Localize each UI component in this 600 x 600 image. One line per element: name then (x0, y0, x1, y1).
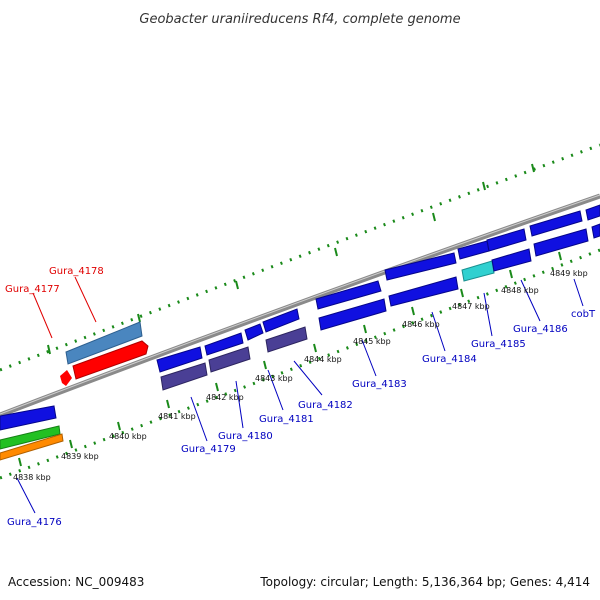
gene-gura-4177[interactable] (60, 370, 72, 386)
gene-lower-edge[interactable] (591, 223, 600, 239)
tick-label-4841: 4841 kbp (158, 412, 196, 421)
gene-upper-6[interactable] (384, 252, 457, 281)
outer-tick-track (0, 143, 600, 372)
gene-gura-4180[interactable] (208, 346, 251, 373)
tick-label-4847: 4847 kbp (452, 302, 490, 311)
genome-backbone (0, 193, 600, 418)
tick-label-4844: 4844 kbp (304, 355, 342, 364)
gene-upper-2[interactable] (204, 332, 244, 356)
gene-labels: Gura_4177 Gura_4178 Gura_4176 Gura_4179 … (5, 266, 596, 528)
label-gura-4178[interactable]: Gura_4178 (49, 266, 104, 277)
gene-red-large[interactable] (72, 340, 149, 380)
lower-strand-genes (0, 223, 600, 461)
gene-gura-4182[interactable] (265, 326, 308, 353)
gene-gura-4176-orange[interactable] (0, 433, 64, 461)
gene-gura-4176-blue[interactable] (0, 405, 57, 431)
gene-upper-5[interactable] (315, 280, 382, 310)
leader-lines (16, 276, 584, 514)
tick-label-4845: 4845 kbp (353, 337, 391, 346)
genome-backbone-highlight (0, 194, 600, 415)
label-gura-4177[interactable]: Gura_4177 (5, 284, 60, 295)
label-gura-4179[interactable]: Gura_4179 (181, 444, 236, 455)
inner-tick-track (0, 248, 600, 480)
label-gura-4181[interactable]: Gura_4181 (259, 414, 314, 425)
kbp-tick-labels: 4838 kbp 4839 kbp 4840 kbp 4841 kbp 4842… (13, 269, 588, 482)
map-title: Geobacter uraniireducens Rf4, complete g… (139, 12, 460, 27)
tick-label-4839: 4839 kbp (61, 452, 99, 461)
label-gura-4185[interactable]: Gura_4185 (471, 339, 526, 350)
outer-major-ticks (47, 163, 535, 355)
gene-gura-4178[interactable] (65, 321, 143, 365)
label-gura-4186[interactable]: Gura_4186 (513, 324, 568, 335)
tick-label-4842: 4842 kbp (206, 393, 244, 402)
inner-major-ticks (18, 251, 562, 467)
gene-upper-4[interactable] (262, 308, 300, 333)
label-gura-4182[interactable]: Gura_4182 (298, 400, 353, 411)
label-gura-4180[interactable]: Gura_4180 (218, 431, 273, 442)
gene-upper-1[interactable] (156, 346, 203, 373)
label-gura-4176[interactable]: Gura_4176 (7, 517, 62, 528)
gene-gura-4186[interactable] (491, 248, 532, 272)
gene-lower-cobT[interactable] (533, 228, 589, 257)
label-gura-4183[interactable]: Gura_4183 (352, 379, 407, 390)
gene-upper-8[interactable] (486, 228, 527, 252)
accession-text: Accession: NC_009483 (8, 575, 144, 589)
gene-gura-4183[interactable] (318, 298, 387, 331)
tick-label-4849: 4849 kbp (550, 269, 588, 278)
gene-upper-9[interactable] (529, 210, 583, 237)
gene-gura-4184[interactable] (388, 276, 459, 307)
tick-label-4840: 4840 kbp (109, 432, 147, 441)
tick-label-4846: 4846 kbp (402, 320, 440, 329)
gene-upper-10[interactable] (585, 204, 600, 221)
upper-strand-genes (65, 204, 600, 373)
gene-gura-4176-green[interactable] (0, 425, 61, 450)
label-gura-4184[interactable]: Gura_4184 (422, 354, 477, 365)
gene-gura-4179[interactable] (160, 362, 208, 391)
gene-upper-3[interactable] (244, 323, 264, 341)
gene-gura-4185[interactable] (461, 260, 495, 282)
genome-summary-text: Topology: circular; Length: 5,136,364 bp… (259, 575, 590, 589)
tick-label-4848: 4848 kbp (501, 286, 539, 295)
tick-label-4838: 4838 kbp (13, 473, 51, 482)
tick-label-4843: 4843 kbp (255, 374, 293, 383)
label-cobT[interactable]: cobT (571, 309, 596, 320)
